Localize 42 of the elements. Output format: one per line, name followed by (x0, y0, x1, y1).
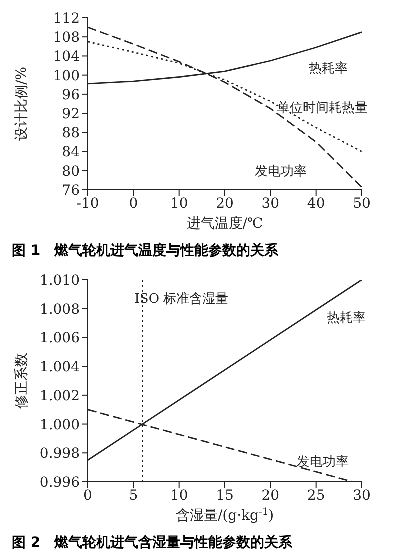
series-label: 发电功率 (296, 454, 349, 470)
y-tick-label: 1.002 (40, 388, 80, 404)
y-tick-label: 1.006 (40, 330, 80, 347)
x-tick-label: 10 (170, 196, 188, 212)
x-tick-label: 0 (129, 196, 138, 212)
series-label: 热耗率 (309, 60, 348, 76)
x-tick-label: 30 (353, 488, 371, 504)
y-tick-label: 1.008 (40, 302, 80, 318)
x-axis-title: 含湿量/(g·kg$^{-1}$) (176, 506, 274, 524)
x-tick-label: 10 (170, 488, 188, 504)
x-tick-label: 40 (307, 196, 326, 212)
series-label: 热耗率 (327, 310, 366, 326)
x-tick-label: 15 (216, 488, 234, 504)
x-tick-label: 5 (129, 488, 138, 504)
y-tick-label: 1.004 (40, 360, 80, 376)
y-tick-label: 0.996 (40, 474, 80, 491)
y-tick-label: 104 (53, 49, 80, 66)
y-axis-title: 设计比例/% (14, 66, 30, 142)
y-tick-label: 88 (62, 126, 80, 142)
x-tick-label: 20 (216, 196, 234, 212)
y-tick-label: 100 (53, 68, 80, 84)
y-tick-label: 1.010 (40, 272, 80, 289)
y-tick-label: 108 (53, 30, 80, 46)
text: 图 2 燃气轮机进气含湿量与性能参数的关系 (12, 534, 294, 552)
y-tick-label: 96 (62, 87, 80, 104)
y-tick-label: 80 (62, 164, 80, 180)
series-label: 单位时间耗热量 (277, 100, 368, 116)
y-tick-label: 92 (62, 106, 80, 123)
y-tick-label: 84 (62, 144, 80, 161)
x-tick-label: 20 (262, 488, 280, 504)
ref-line-label: ISO 标准含湿量 (134, 292, 229, 308)
x-axis-title: 进气温度/℃ (186, 216, 264, 232)
x-tick-label: 50 (353, 196, 371, 212)
y-tick-label: 1.000 (40, 417, 80, 434)
series-label: 发电功率 (255, 164, 307, 180)
y-tick-label: 0.998 (40, 446, 80, 462)
x-tick-label: 0 (84, 488, 92, 504)
x-tick-label: 30 (262, 196, 280, 212)
y-tick-label: 112 (53, 10, 80, 27)
y-axis-title: 修正系数 (14, 353, 30, 409)
x-tick-label: 25 (307, 488, 326, 504)
text: 图 1 燃气轮机进气温度与性能参数的关系 (12, 242, 280, 260)
